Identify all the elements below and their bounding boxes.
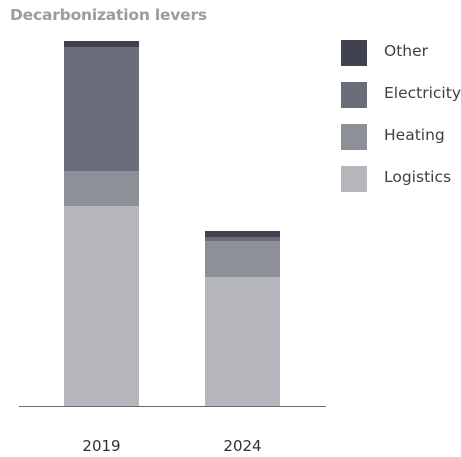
legend-label-electricity: Electricity (384, 84, 461, 102)
legend-item-heating: Heating (341, 124, 461, 150)
bar-segment-logistics-2019 (64, 206, 139, 406)
bar-segment-electricity-2019 (64, 47, 139, 171)
legend-swatch-other (341, 40, 367, 66)
bar-segment-other-2024 (205, 231, 280, 237)
legend-item-electricity: Electricity (341, 82, 461, 108)
legend-item-logistics: Logistics (341, 166, 461, 192)
x-tick-label-2024: 2024 (223, 437, 261, 455)
bar-segment-heating-2019 (64, 171, 139, 206)
legend-label-other: Other (384, 42, 429, 60)
stacked-bar-chart: 2019 2024 (19, 41, 326, 455)
bar-segment-electricity-2024 (205, 237, 280, 241)
bar-segment-other-2019 (64, 41, 139, 47)
legend-swatch-logistics (341, 166, 367, 192)
bar-segment-heating-2024 (205, 241, 280, 277)
chart-title: Decarbonization levers (10, 6, 207, 24)
legend-swatch-electricity (341, 82, 367, 108)
bar-segment-logistics-2024 (205, 277, 280, 406)
x-tick-label-2019: 2019 (82, 437, 120, 455)
legend-item-other: Other (341, 40, 461, 66)
legend-label-heating: Heating (384, 126, 445, 144)
legend-swatch-heating (341, 124, 367, 150)
legend-label-logistics: Logistics (384, 168, 452, 186)
